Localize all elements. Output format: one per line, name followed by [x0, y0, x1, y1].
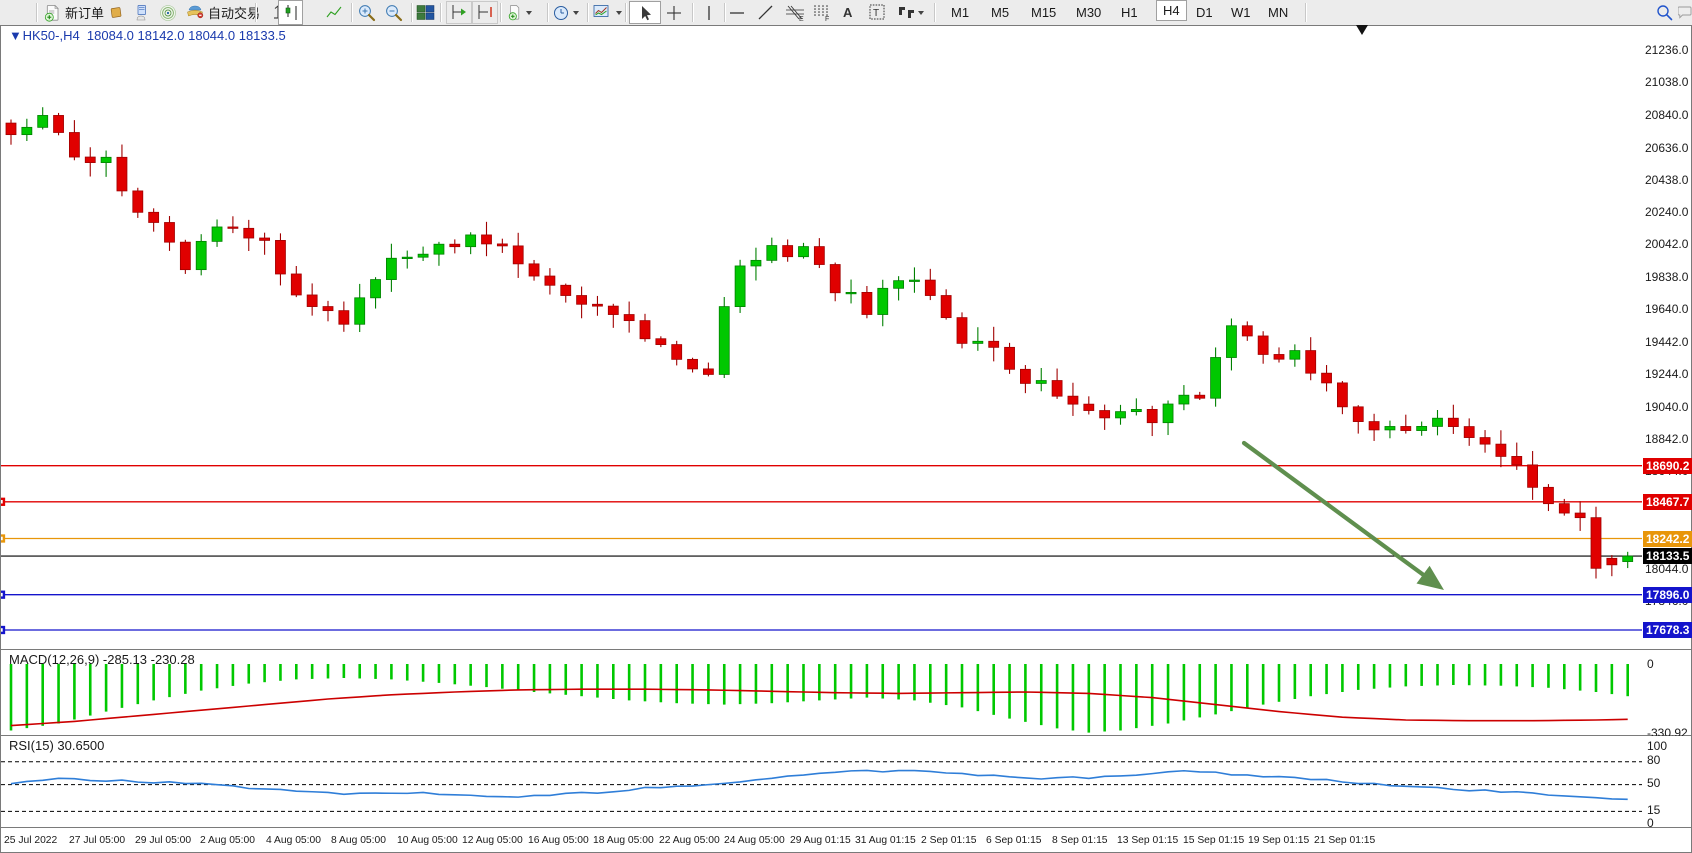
svg-text:A: A — [843, 5, 853, 20]
svg-text:T: T — [873, 8, 879, 19]
svg-text:E: E — [799, 16, 804, 22]
svg-text:F: F — [825, 16, 829, 22]
